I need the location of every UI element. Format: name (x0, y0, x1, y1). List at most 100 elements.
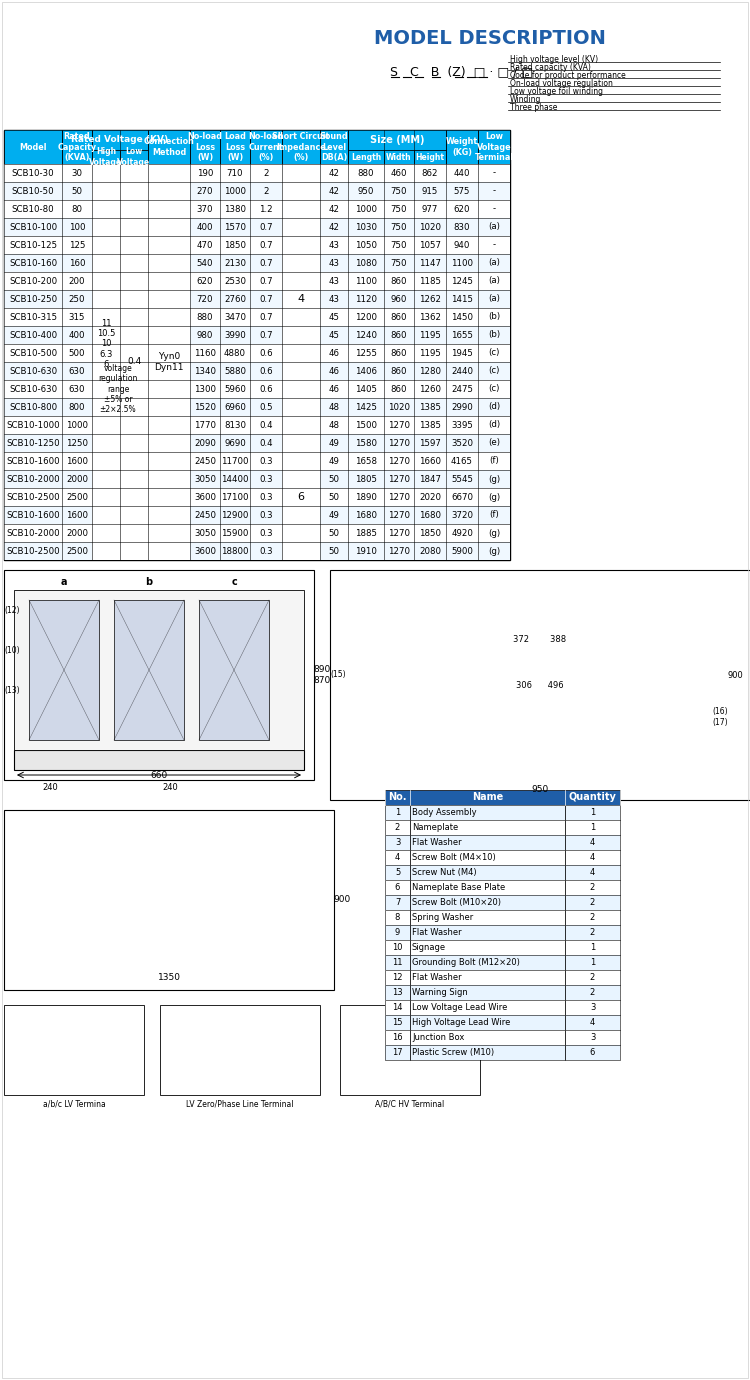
Text: 5545: 5545 (451, 475, 473, 483)
Text: Junction Box: Junction Box (412, 1034, 464, 1042)
Text: 1385: 1385 (419, 421, 441, 429)
Bar (385, 896, 620, 909)
Text: 1805: 1805 (355, 475, 377, 483)
Bar (4, 453, 510, 471)
Text: Name: Name (472, 792, 503, 803)
Bar (410, 896, 565, 909)
Bar (4, 570, 314, 780)
Text: No-load
Current
(%): No-load Current (%) (248, 132, 284, 161)
Bar (385, 985, 410, 1000)
Text: 0.6: 0.6 (260, 367, 273, 375)
Text: 1847: 1847 (419, 475, 441, 483)
Text: Height: Height (416, 153, 445, 161)
Text: 2: 2 (590, 898, 596, 907)
Text: 1240: 1240 (355, 330, 377, 339)
Bar (565, 1045, 620, 1060)
Bar (4, 810, 334, 989)
Bar (385, 820, 620, 835)
Text: 1270: 1270 (388, 421, 410, 429)
Bar (385, 820, 410, 835)
Text: 500: 500 (69, 349, 86, 357)
Text: 1520: 1520 (194, 403, 216, 411)
Text: 4: 4 (394, 853, 400, 862)
Text: 50: 50 (328, 529, 340, 537)
Text: 1.2: 1.2 (260, 204, 273, 214)
Bar (92, 150, 120, 164)
Bar (410, 1029, 565, 1045)
Bar (385, 805, 410, 820)
Bar (4, 433, 510, 453)
Bar (446, 130, 478, 164)
Bar (282, 433, 320, 560)
Text: a: a (61, 577, 68, 586)
Text: SCB10-1000: SCB10-1000 (6, 421, 60, 429)
Bar (385, 985, 620, 1000)
Text: 1260: 1260 (419, 385, 441, 393)
Text: Nameplate: Nameplate (412, 822, 458, 832)
Bar (348, 150, 384, 164)
Text: 5: 5 (394, 868, 400, 878)
Text: SCB10-630: SCB10-630 (9, 367, 57, 375)
Text: 2760: 2760 (224, 294, 246, 304)
Text: 1120: 1120 (355, 294, 377, 304)
Bar (565, 985, 620, 1000)
Text: Signage: Signage (412, 943, 446, 952)
Text: 630: 630 (69, 385, 86, 393)
Text: 2530: 2530 (224, 276, 246, 286)
Bar (385, 1045, 410, 1060)
Bar (4, 182, 510, 200)
Bar (385, 880, 620, 896)
Text: Sound
Level
DB(A): Sound Level DB(A) (320, 132, 348, 161)
Text: (10): (10) (4, 646, 20, 654)
Bar (410, 880, 565, 896)
Text: (c): (c) (488, 367, 500, 375)
Bar (414, 150, 446, 164)
Text: 1850: 1850 (224, 240, 246, 250)
Text: 2475: 2475 (451, 385, 473, 393)
Bar (92, 130, 148, 150)
Bar (199, 600, 269, 740)
Bar (4, 489, 510, 506)
Text: Flat Washer: Flat Washer (412, 973, 461, 983)
Text: 2090: 2090 (194, 439, 216, 447)
Text: (c): (c) (488, 385, 500, 393)
Text: 750: 750 (391, 204, 407, 214)
Text: -: - (493, 186, 496, 196)
Text: 750: 750 (391, 240, 407, 250)
Bar (385, 865, 410, 880)
Text: 306      496: 306 496 (516, 680, 564, 690)
Text: 18800: 18800 (221, 546, 249, 556)
Text: 1597: 1597 (419, 439, 441, 447)
Text: (a): (a) (488, 222, 500, 232)
Text: SCB10-1600: SCB10-1600 (6, 457, 60, 465)
Bar (410, 985, 565, 1000)
Bar (385, 1029, 410, 1045)
Text: Warning Sign: Warning Sign (412, 988, 468, 996)
Bar (565, 850, 620, 865)
Bar (410, 805, 565, 820)
Bar (565, 880, 620, 896)
Text: 3395: 3395 (451, 421, 473, 429)
Text: SCB10-630: SCB10-630 (9, 385, 57, 393)
Text: 43: 43 (328, 240, 340, 250)
Bar (385, 970, 620, 985)
Text: 0.3: 0.3 (260, 529, 273, 537)
Text: Low
Voltage: Low Voltage (118, 148, 151, 167)
Text: 1: 1 (590, 809, 596, 817)
Text: SCB10-800: SCB10-800 (9, 403, 57, 411)
Text: 50: 50 (328, 475, 340, 483)
Bar (410, 970, 565, 985)
Text: A/B/C HV Terminal: A/B/C HV Terminal (375, 1100, 445, 1108)
Text: 2: 2 (590, 927, 596, 937)
Text: c: c (231, 577, 237, 586)
Text: -: - (493, 240, 496, 250)
Bar (385, 896, 410, 909)
Text: 1660: 1660 (419, 457, 441, 465)
Text: 1: 1 (590, 958, 596, 967)
Text: 2000: 2000 (66, 529, 88, 537)
Bar (92, 164, 120, 560)
Text: 7: 7 (394, 898, 400, 907)
Bar (410, 925, 565, 940)
Text: 270: 270 (196, 186, 213, 196)
Bar (385, 909, 620, 925)
